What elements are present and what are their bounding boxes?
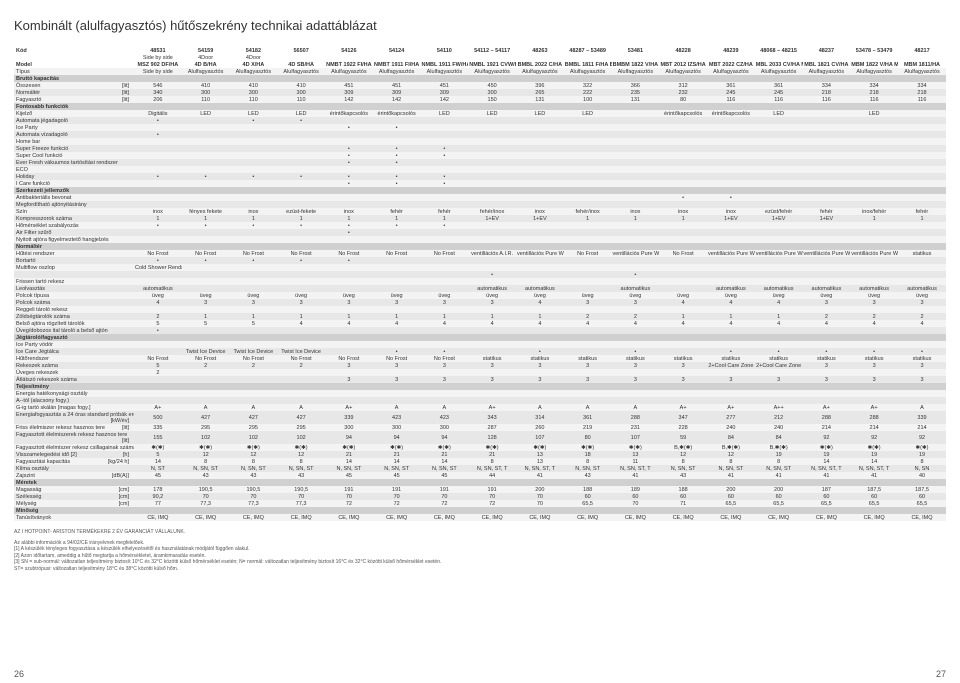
section-header: Teljesítmény: [14, 383, 946, 390]
row-label: Üveges rekeszek: [14, 369, 134, 376]
row-label: Üveg/dobozos ital tároló a belső ajtón: [14, 327, 134, 334]
row-label: Antibakteriális bevonat: [14, 194, 134, 201]
section-header: Méretek: [14, 479, 946, 486]
row-label: Multiflow oszlop: [14, 264, 134, 271]
row-label: Nyitott ajtóra figyelmeztető hangjelzés: [14, 236, 134, 243]
row-label: A--tól (alacsony fogy.): [14, 397, 134, 404]
section-header: Normáltér: [14, 243, 946, 250]
row-label: Szín: [14, 208, 134, 215]
row-label: Air Filter szűrő: [14, 229, 134, 236]
row-label: Összesen[lit]: [14, 82, 134, 89]
row-label: Normáltér[lit]: [14, 89, 134, 96]
row-label: [14, 54, 134, 61]
row-label: Visszamelegedési idő [2][h]: [14, 451, 134, 458]
row-label: Friss élelmiszer rekesz hasznos tere[lit…: [14, 424, 134, 431]
section-header: Minőség: [14, 507, 946, 514]
row-label: Belső ajtóra rögzített tárolók: [14, 320, 134, 327]
row-label: Leolvasztás: [14, 285, 134, 292]
row-label: Super Cool funkció: [14, 152, 134, 159]
row-label: Hőmérséklet szabályozás: [14, 222, 134, 229]
row-label: Ever Fresh vákuumos tartósítási rendszer: [14, 159, 134, 166]
row-label: Tanúsítványok: [14, 514, 134, 521]
row-label: Fagyasztó[lit]: [14, 96, 134, 103]
row-label: Model: [14, 61, 134, 68]
row-label: Frissen tartó rekesz: [14, 278, 134, 285]
page-numbers: 2627: [14, 669, 946, 679]
row-label: G-ig tartó skálán [magas fogy.]: [14, 404, 134, 411]
row-label: Super Freeze funkció: [14, 145, 134, 152]
row-label: Kompresszorok száma: [14, 215, 134, 222]
row-label: Kijelző: [14, 110, 134, 117]
row-label: Ice Party: [14, 124, 134, 131]
page-title: Kombinált (alulfagyasztós) hűtőszekrény …: [14, 18, 946, 33]
section-header: Szerkezeti jellemzők: [14, 187, 946, 194]
row-label: Zajszint[dB(A)]: [14, 472, 134, 479]
section-header: Jégtároló/fagyasztó: [14, 334, 946, 341]
footnotes: AZ I HOTPOINT- ARISTON TERMÉKEKRE 2 ÉV G…: [14, 529, 946, 572]
section-header: Fontosabb funkciók: [14, 103, 946, 110]
row-label: Fagyasztott élelmiszer rekesz csillagain…: [14, 444, 134, 451]
row-label: Szélesség[cm]: [14, 493, 134, 500]
row-label: Home bar: [14, 138, 134, 145]
row-label: Hűtési rendszer: [14, 250, 134, 257]
row-label: Automata vízadagoló: [14, 131, 134, 138]
row-label: Rekeszek száma: [14, 362, 134, 369]
row-label: Automata jégadagoló: [14, 117, 134, 124]
row-label: Kód: [14, 47, 134, 54]
row-label: Holiday: [14, 173, 134, 180]
row-label: Zöldségtárolók száma: [14, 313, 134, 320]
row-label: Mélység[cm]: [14, 500, 134, 507]
row-label: Típus: [14, 68, 134, 75]
row-label: Reggeli tároló rekesz: [14, 306, 134, 313]
section-header: Bruttó kapacitás: [14, 75, 946, 82]
row-label: Fagyasztási kapacitás[kg/24 h]: [14, 458, 134, 465]
row-label: Magasság[cm]: [14, 486, 134, 493]
row-label: ECO: [14, 166, 134, 173]
row-label: Ice Party vödör: [14, 341, 134, 348]
spec-table: Kód4853154159541825650754126541245411054…: [14, 47, 946, 521]
row-label: Átlátszó rekeszek száma: [14, 376, 134, 383]
row-label: Megfordítható ajtónyitásirány: [14, 201, 134, 208]
row-label: Fagyasztott élelmiszerek rekesz hasznos …: [14, 431, 134, 444]
row-label: Polcok típusa: [14, 292, 134, 299]
row-label: Energiafogyasztás a 24 óras standard pró…: [14, 411, 134, 424]
row-label: Ice Care Jégtálca: [14, 348, 134, 355]
row-label: Energia hatékonysági osztály: [14, 390, 134, 397]
row-label: [14, 271, 134, 278]
row-label: Hűtőrendszer: [14, 355, 134, 362]
row-label: Klíma osztály: [14, 465, 134, 472]
row-label: Bortartó: [14, 257, 134, 264]
row-label: I Care funkció: [14, 180, 134, 187]
row-label: Polcok száma: [14, 299, 134, 306]
